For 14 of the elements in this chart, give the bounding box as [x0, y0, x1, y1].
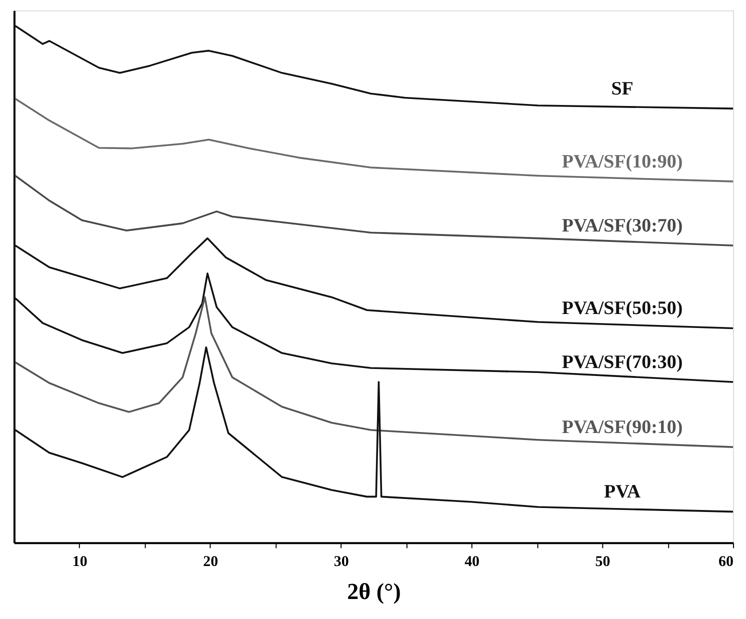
x-axis-title: 2θ (°)	[347, 579, 401, 604]
x-tick-label: 60	[718, 554, 734, 570]
series-label: PVA/SF(50:50)	[562, 298, 683, 320]
x-tick-label: 20	[203, 554, 218, 570]
x-tick-label: 50	[595, 554, 610, 570]
x-tick-label: 10	[72, 554, 88, 570]
series-label: PVA/SF(70:30)	[562, 352, 683, 373]
x-tick-label: 40	[464, 554, 480, 570]
series-label: PVA/SF(10:90)	[562, 151, 683, 172]
x-tick-label: 30	[334, 554, 349, 570]
series-label: PVA	[604, 482, 641, 503]
series-label: PVA/SF(90:10)	[562, 417, 683, 438]
series-label: PVA/SF(30:70)	[562, 216, 683, 237]
series-label: SF	[611, 78, 634, 100]
